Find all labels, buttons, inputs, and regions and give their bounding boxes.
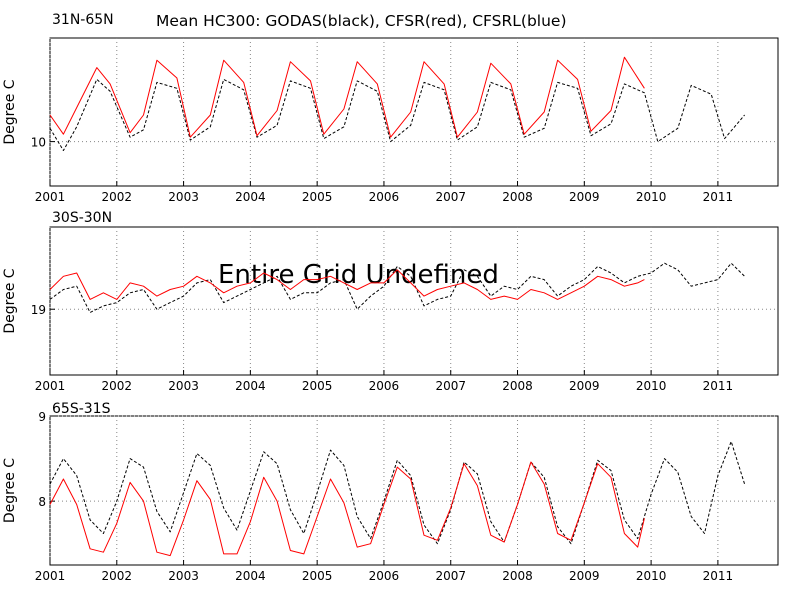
- x-tick-label: 2003: [168, 569, 199, 583]
- x-tick-label: 2011: [703, 190, 734, 204]
- series-line-godas: [49, 441, 746, 545]
- x-tick-label: 2011: [703, 379, 734, 393]
- x-tick-label: 2002: [102, 569, 133, 583]
- undefined-grid-notice: Entire Grid Undefined: [218, 260, 499, 290]
- y-tick-label: 19: [31, 303, 46, 317]
- x-tick-label: 2004: [235, 569, 266, 583]
- y-axis-label: Degree C: [2, 79, 18, 144]
- x-tick-label: 2011: [703, 569, 734, 583]
- x-tick-label: 2001: [35, 569, 66, 583]
- y-axis-label: Degree C: [2, 458, 18, 523]
- panel-30s-30n: 30S-30N 2001 2002 2003 2004 2005 2006 2007 2008 2…: [2, 210, 779, 393]
- panel-31n-65n: 31N-65N 2001 2002 2003 2004 2005 2006 2007 2008 2…: [2, 12, 779, 204]
- x-tick-label: 2005: [302, 379, 333, 393]
- x-tick-label: 2008: [502, 190, 533, 204]
- panels-group: 31N-65N 2001 2002 2003 2004 2005 2006 2007 2008 2…: [2, 12, 779, 583]
- x-tick-label: 2006: [369, 379, 400, 393]
- series-line-cfsr: [49, 461, 645, 557]
- x-tick-label: 2009: [569, 379, 600, 393]
- x-tick-label: 2006: [369, 190, 400, 204]
- x-tick-label: 2009: [569, 190, 600, 204]
- x-tick-label: 2003: [168, 379, 199, 393]
- x-tick-label: 2004: [235, 379, 266, 393]
- plot-frame: [49, 415, 779, 566]
- x-tick-label: 2002: [102, 190, 133, 204]
- y-axis-label: Degree C: [2, 268, 18, 333]
- series-line-cfsr: [49, 269, 645, 300]
- y-tick-label: 10: [31, 136, 46, 150]
- x-tick-label: 2005: [302, 190, 333, 204]
- series-line-cfsr: [49, 56, 645, 138]
- x-tick-label: 2004: [235, 190, 266, 204]
- y-tick-label: 8: [38, 495, 46, 509]
- x-tick-label: 2008: [502, 379, 533, 393]
- x-tick-label: 2006: [369, 569, 400, 583]
- x-tick-label: 2005: [302, 569, 333, 583]
- plot-frame: [49, 37, 779, 187]
- x-tick-label: 2002: [102, 379, 133, 393]
- x-tick-label: 2010: [636, 379, 667, 393]
- panel-65s-31s: 65S-31S 2001 2002 2003 2004 2005 2006 2007 2008 2…: [2, 401, 779, 583]
- x-tick-label: 2001: [35, 190, 66, 204]
- x-tick-label: 2007: [435, 190, 466, 204]
- x-tick-label: 2003: [168, 190, 199, 204]
- x-tick-label: 2007: [435, 379, 466, 393]
- plot-frame: [49, 226, 779, 376]
- x-tick-label: 2007: [435, 569, 466, 583]
- panel-region-label: 65S-31S: [52, 401, 111, 417]
- series-line-godas: [49, 262, 745, 313]
- x-tick-label: 2008: [502, 569, 533, 583]
- series-line-godas: [49, 78, 745, 151]
- figure-title: Mean HC300: GODAS(black), CFSR(red), CFS…: [156, 12, 567, 30]
- x-tick-label: 2010: [636, 190, 667, 204]
- panel-region-label: 30S-30N: [52, 210, 112, 226]
- y-tick-label: 9: [38, 410, 46, 424]
- x-tick-label: 2009: [569, 569, 600, 583]
- panel-region-label: 31N-65N: [52, 12, 114, 28]
- x-tick-label: 2001: [35, 379, 66, 393]
- x-tick-label: 2010: [636, 569, 667, 583]
